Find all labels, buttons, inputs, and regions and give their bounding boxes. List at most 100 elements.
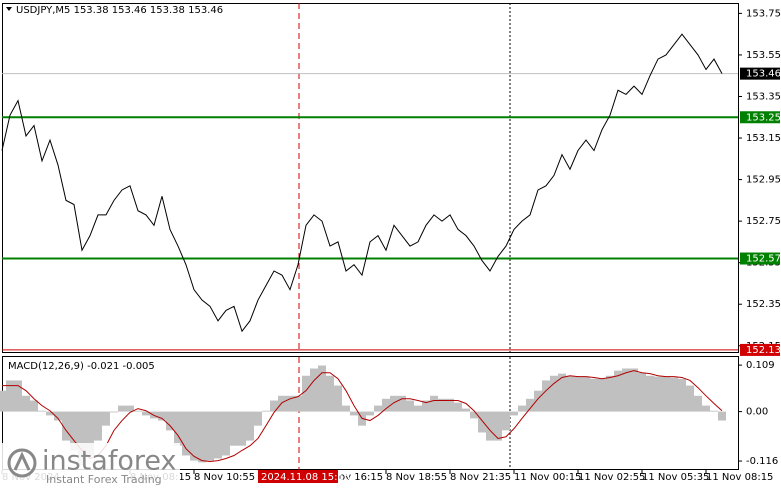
macd-bar [670, 377, 678, 412]
macd-bar [606, 375, 614, 412]
y2-tick-label: 0.00 [746, 407, 768, 418]
macd-bar [454, 402, 462, 412]
macd-bar [38, 410, 46, 412]
macd-bar [158, 411, 166, 421]
macd-bar [110, 411, 118, 413]
macd-bar [598, 378, 606, 412]
macd-bar [414, 405, 422, 412]
chart-title: USDJPY,M5 153.38 153.46 153.38 153.46 [16, 5, 223, 16]
macd-bar [622, 368, 630, 412]
macd-bar [0, 390, 6, 412]
macd-bar [182, 411, 190, 456]
macd-bar [694, 395, 702, 412]
macd-bar [206, 411, 214, 461]
macd-bar [142, 411, 150, 416]
y-tick-label: 153.35 [746, 91, 781, 102]
macd-bar [222, 411, 230, 456]
macd-bar [310, 368, 318, 412]
macd-bar [166, 411, 174, 431]
macd-bar [62, 411, 70, 441]
macd-bar [478, 411, 486, 433]
macd-bar [518, 405, 526, 412]
macd-bar [198, 411, 206, 463]
y-tick-label: 153.55 [746, 50, 781, 61]
macd-bar [70, 411, 78, 451]
y-tick-label: 153.15 [746, 133, 781, 144]
macd-bar [638, 372, 646, 412]
macd-bar [46, 411, 54, 416]
y-tick-label: 152.35 [746, 299, 781, 310]
macd-bar [102, 411, 110, 426]
macd-bar [494, 411, 502, 441]
macd-panel [2, 356, 739, 470]
level-label: 152.57 [746, 254, 781, 265]
macd-bar [334, 385, 342, 412]
macd-bar [646, 375, 654, 412]
x-tick-label: 11 Nov 02:55 [578, 472, 645, 483]
macd-bar [294, 395, 302, 412]
y-tick-label: 152.95 [746, 175, 781, 186]
time-label: 2024.11.08 15:15 [261, 472, 350, 483]
macd-bar [502, 411, 510, 431]
level-label: 153.46 [746, 69, 781, 80]
macd-bar [286, 395, 294, 412]
macd-bar [430, 395, 438, 412]
macd-bar [302, 375, 310, 412]
macd-bar [566, 375, 574, 412]
x-tick-label: 8 Nov 16:15 [322, 472, 383, 483]
macd-bar [118, 405, 126, 412]
macd-bar [582, 376, 590, 412]
time-label-bg [258, 470, 338, 483]
macd-bar [366, 411, 374, 416]
signal-line [2, 370, 723, 462]
logo-icon [7, 448, 37, 478]
level-label-bg [740, 343, 780, 356]
macd-bar [614, 370, 622, 412]
macd-bar [390, 395, 398, 412]
macd-bar [54, 411, 62, 421]
menu-arrow [6, 7, 12, 11]
macd-bar [702, 405, 710, 412]
macd-bar [398, 395, 406, 412]
x-tick-label: 8 Nov 18:55 [386, 472, 447, 483]
level-label-bg [740, 111, 780, 124]
macd-bar [318, 365, 326, 412]
macd-bar [542, 380, 550, 412]
macd-bar [78, 411, 86, 466]
macd-bar [654, 376, 662, 412]
level-label: 152.13 [746, 345, 781, 356]
macd-bar [86, 411, 94, 456]
price-panel [2, 3, 739, 353]
level-label-bg [740, 67, 780, 80]
macd-bar [718, 411, 726, 421]
y-tick-label: 153.75 [746, 8, 781, 19]
macd-bar [446, 398, 454, 412]
macd-bar [134, 410, 142, 412]
macd-bar [30, 400, 38, 412]
macd-bar [270, 400, 278, 412]
macd-bar [190, 411, 198, 461]
logo-icon [13, 451, 31, 471]
macd-bar [94, 411, 102, 441]
macd-bar [462, 408, 470, 412]
macd-bar [254, 411, 262, 426]
price-line [1, 33, 723, 333]
macd-bar [382, 398, 390, 412]
macd-bar [262, 410, 270, 412]
macd-bar [278, 395, 286, 412]
macd-bar [174, 411, 182, 446]
y-tick-label: 152.75 [746, 216, 781, 227]
x-tick-label: 11 Nov 05:35 [642, 472, 709, 483]
macd-bar [6, 380, 14, 412]
macd-bar [214, 411, 222, 459]
macd-bar [246, 411, 254, 441]
x-tick-label: 8 Nov 21:35 [450, 472, 511, 483]
macd-bar [574, 376, 582, 412]
macd-bar [526, 398, 534, 412]
x-tick-label: 11 Nov 00:15 [514, 472, 581, 483]
macd-bar [22, 395, 30, 412]
macd-bar [126, 405, 134, 412]
macd-bar [342, 405, 350, 412]
macd-bar [470, 411, 478, 419]
logo-bg [0, 443, 180, 489]
